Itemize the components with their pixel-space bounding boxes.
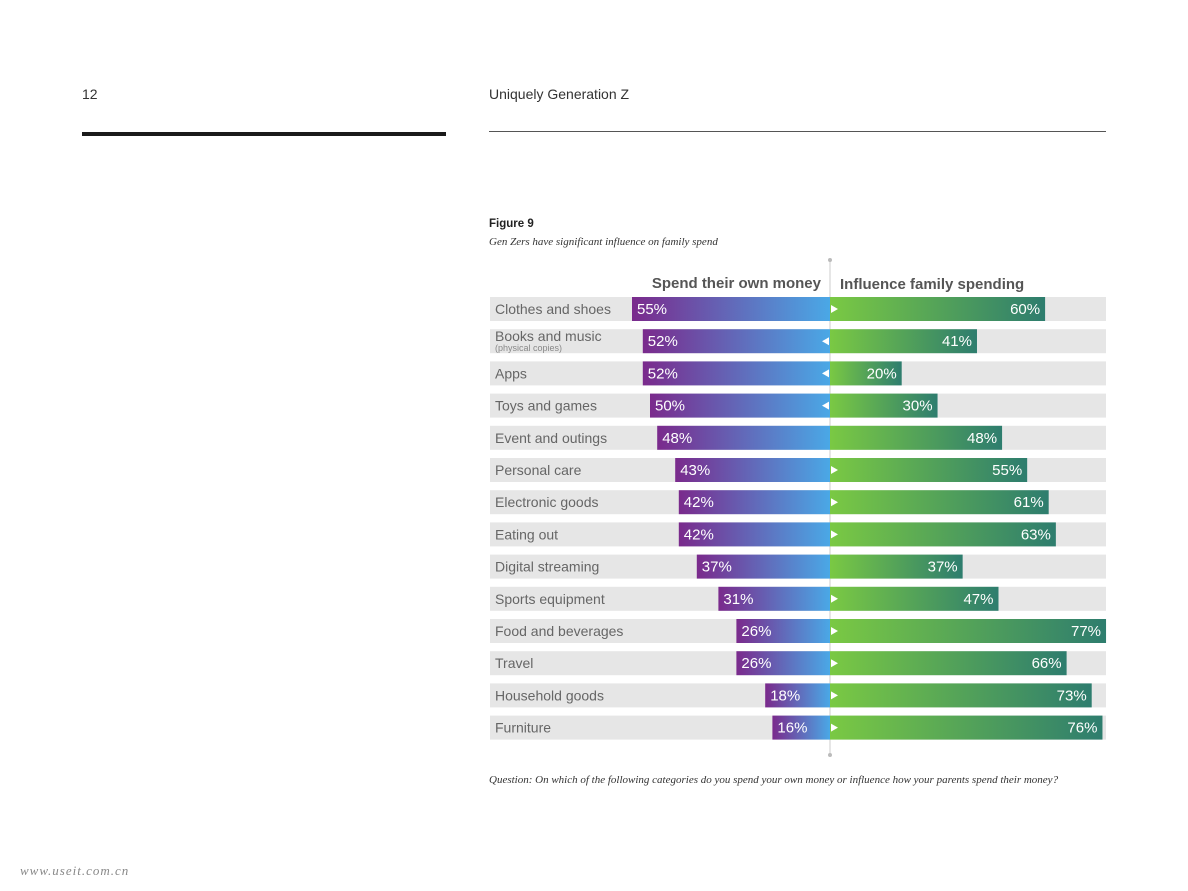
category-label: Sports equipment [495, 591, 605, 607]
value-label-influence-family: 63% [1021, 526, 1051, 543]
bar-influence-family [830, 554, 963, 579]
legend-spend-own: Spend their own money [652, 275, 822, 292]
bar-spend-own [772, 715, 830, 740]
value-label-influence-family: 77% [1071, 623, 1101, 640]
value-label-spend-own: 42% [684, 494, 714, 511]
bar-spend-own [650, 393, 830, 418]
value-label-influence-family: 55% [992, 462, 1022, 479]
value-label-influence-family: 37% [928, 559, 958, 576]
value-label-spend-own: 26% [741, 655, 771, 672]
legend-influence-family: Influence family spending [840, 276, 1024, 293]
bar-influence-family [830, 619, 1107, 643]
arrow-right-icon [831, 627, 838, 635]
bar-spend-own [718, 586, 830, 611]
bar-spend-own [642, 329, 830, 354]
bar-spend-own [765, 683, 830, 708]
bar-influence-family [830, 297, 1046, 321]
bar-influence-family [830, 490, 1049, 515]
bar-spend-own [657, 425, 830, 450]
figure-label: Figure 9 [489, 218, 534, 230]
arrow-right-icon [831, 466, 838, 474]
value-label-influence-family: 66% [1032, 655, 1062, 672]
arrow-left-icon [822, 337, 829, 346]
bar-influence-family [830, 715, 1103, 740]
survey-question: Question: On which of the following cate… [489, 774, 1059, 786]
category-label: Household goods [495, 687, 604, 703]
bar-spend-own [736, 651, 830, 676]
figure-caption: Gen Zers have significant influence on f… [489, 236, 718, 248]
value-label-influence-family: 61% [1014, 494, 1044, 511]
bar-spend-own [632, 297, 830, 321]
running-title: Uniquely Generation Z [489, 86, 630, 102]
category-label: Travel [495, 655, 533, 671]
category-label: Apps [495, 365, 527, 381]
arrow-left-icon [822, 401, 829, 410]
value-label-spend-own: 48% [662, 430, 692, 447]
category-label: Digital streaming [495, 559, 599, 575]
value-label-influence-family: 76% [1067, 720, 1097, 737]
bar-influence-family [830, 393, 938, 418]
axis-top-dot [828, 258, 832, 262]
arrow-right-icon [831, 723, 838, 732]
arrow-right-icon [831, 659, 838, 668]
axis-bottom-dot [828, 753, 832, 757]
category-label: Eating out [495, 526, 558, 542]
category-label: Clothes and shoes [495, 301, 611, 317]
right-divider [489, 131, 1106, 132]
bar-spend-own [678, 522, 830, 547]
category-label: Books and music [495, 328, 602, 344]
value-label-spend-own: 55% [637, 301, 667, 318]
category-label: Food and beverages [495, 623, 623, 639]
watermark: www.useit.com.cn [20, 863, 130, 878]
page-number: 12 [82, 86, 98, 102]
value-label-influence-family: 73% [1057, 687, 1087, 704]
bar-influence-family [830, 329, 977, 354]
value-label-spend-own: 43% [680, 462, 710, 479]
value-label-influence-family: 47% [963, 591, 993, 608]
value-label-spend-own: 18% [770, 687, 800, 704]
bar-influence-family [830, 458, 1028, 482]
bar-influence-family [830, 651, 1067, 676]
value-label-influence-family: 30% [903, 398, 933, 415]
arrow-right-icon [831, 305, 838, 313]
bar-spend-own [696, 554, 830, 579]
value-label-influence-family: 60% [1010, 301, 1040, 318]
bar-influence-family [830, 522, 1056, 547]
bar-influence-family [830, 425, 1003, 450]
value-label-spend-own: 16% [777, 720, 807, 737]
bar-spend-own [736, 619, 830, 643]
category-label: Toys and games [495, 398, 597, 414]
value-label-spend-own: 52% [648, 333, 678, 350]
category-sublabel: (physical copies) [495, 343, 562, 353]
category-label: Electronic goods [495, 494, 599, 510]
category-label: Furniture [495, 720, 551, 736]
value-label-spend-own: 31% [723, 591, 753, 608]
value-label-influence-family: 20% [867, 365, 897, 382]
category-label: Personal care [495, 462, 582, 478]
value-label-spend-own: 26% [741, 623, 771, 640]
bar-spend-own [678, 490, 830, 515]
bar-influence-family [830, 361, 902, 386]
value-label-spend-own: 50% [655, 398, 685, 415]
arrow-right-icon [831, 498, 838, 507]
arrow-right-icon [831, 594, 838, 603]
arrow-right-icon [831, 691, 838, 700]
left-divider [82, 132, 446, 136]
arrow-left-icon [822, 369, 829, 378]
value-label-influence-family: 48% [967, 430, 997, 447]
value-label-spend-own: 42% [684, 526, 714, 543]
arrow-right-icon [831, 530, 838, 539]
value-label-spend-own: 37% [702, 559, 732, 576]
bar-spend-own [675, 458, 830, 482]
bar-spend-own [642, 361, 830, 386]
value-label-spend-own: 52% [648, 365, 678, 382]
category-label: Event and outings [495, 430, 607, 446]
value-label-influence-family: 41% [942, 333, 972, 350]
bar-influence-family [830, 586, 999, 611]
bar-influence-family [830, 683, 1092, 708]
